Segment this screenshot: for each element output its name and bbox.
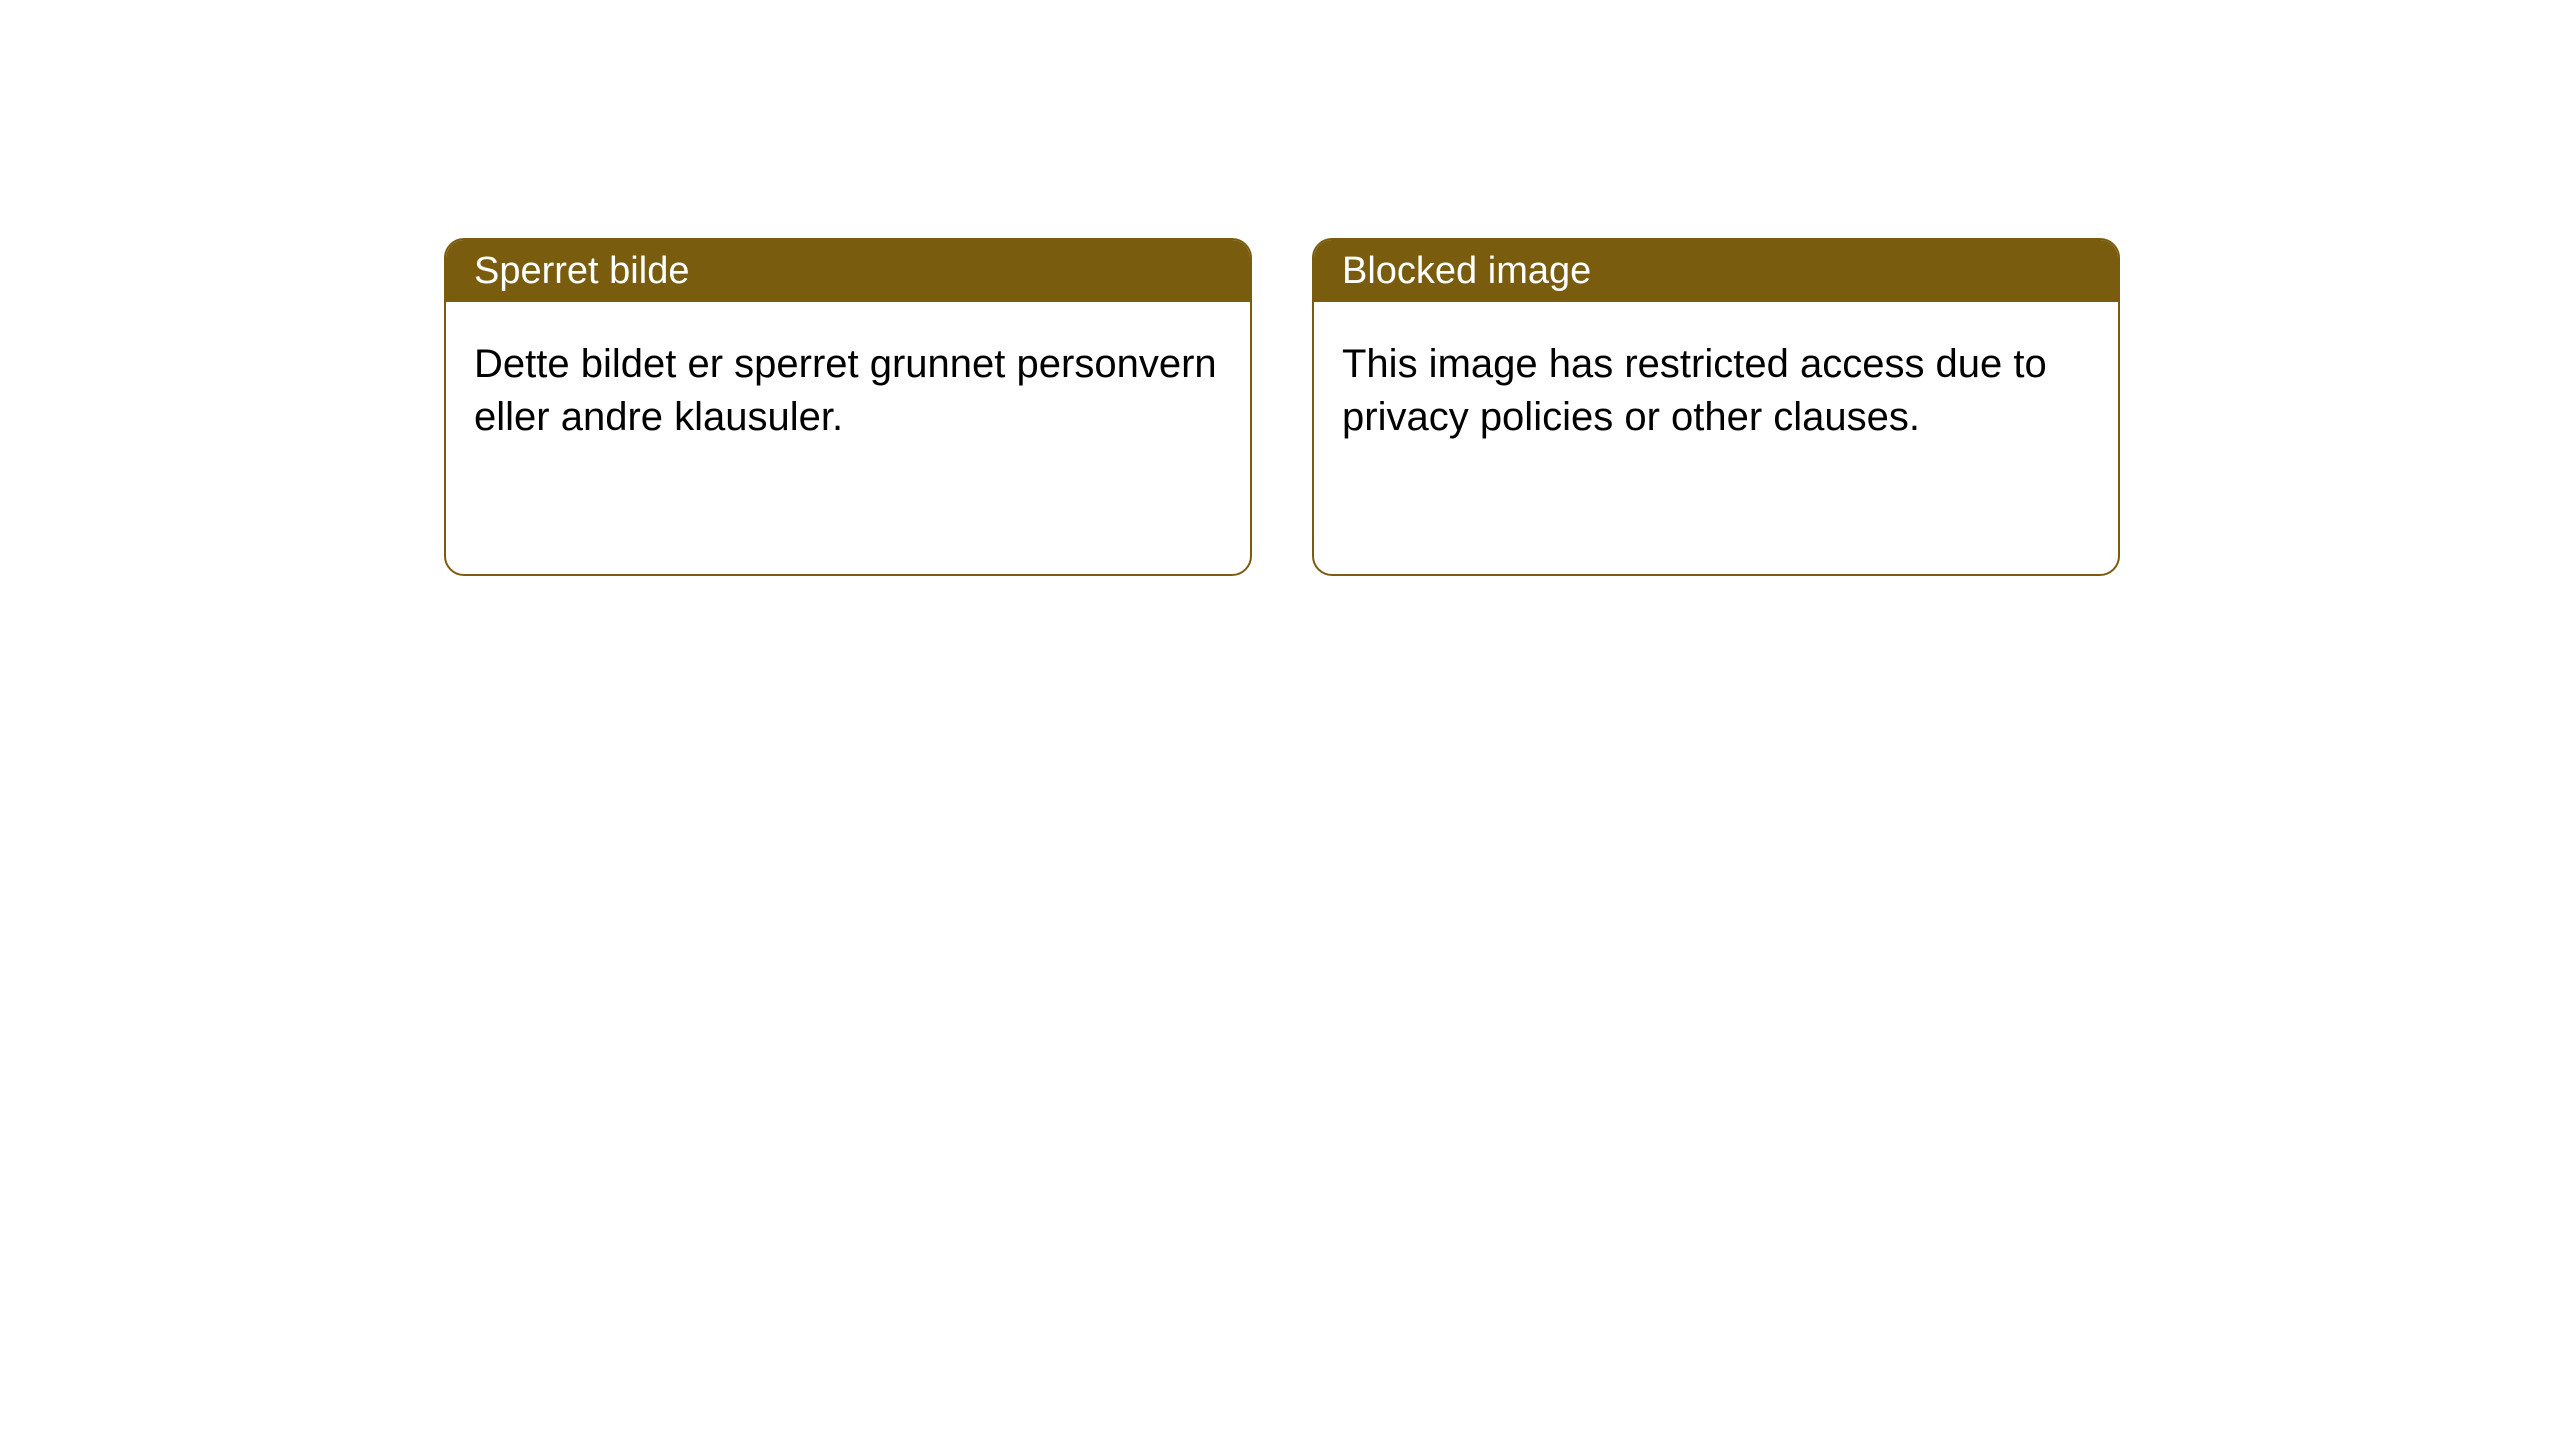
card-body: Dette bildet er sperret grunnet personve… [446, 302, 1250, 480]
notice-card-english: Blocked image This image has restricted … [1312, 238, 2120, 576]
card-body-text: This image has restricted access due to … [1342, 342, 2047, 439]
card-body: This image has restricted access due to … [1314, 302, 2118, 480]
card-title: Sperret bilde [474, 250, 689, 293]
notice-container: Sperret bilde Dette bildet er sperret gr… [444, 238, 2120, 576]
card-title: Blocked image [1342, 250, 1591, 293]
card-header: Sperret bilde [446, 240, 1250, 302]
notice-card-norwegian: Sperret bilde Dette bildet er sperret gr… [444, 238, 1252, 576]
card-body-text: Dette bildet er sperret grunnet personve… [474, 342, 1217, 439]
card-header: Blocked image [1314, 240, 2118, 302]
